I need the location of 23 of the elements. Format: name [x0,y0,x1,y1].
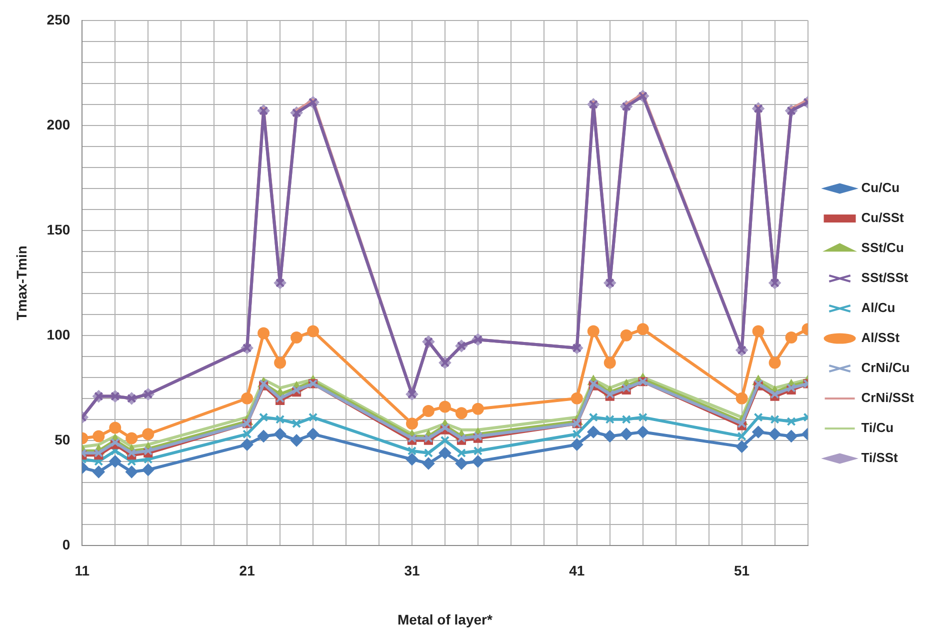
x-tick-label: 41 [569,562,585,579]
legend-label: Ti/Cu [861,420,894,436]
legend-label: Al/SSt [861,330,900,346]
y-tick-label: 150 [46,221,70,238]
legend-label: SSt/SSt [861,270,909,286]
x-tick-label: 21 [239,562,256,579]
x-tick-label: 11 [74,562,90,579]
legend-label: Ti/SSt [861,450,899,466]
legend-label: CrNi/Cu [861,360,910,376]
x-tick-label: 51 [734,562,750,579]
legend-label: Al/Cu [861,300,896,316]
y-axis-title: Tmax-Tmin [13,246,30,320]
legend-label: Cu/SSt [861,210,905,226]
x-tick-label: 31 [404,562,420,579]
legend-label: SSt/Cu [861,240,904,256]
y-tick-label: 200 [46,116,70,132]
y-tick-label: 0 [62,536,70,552]
x-axis-title: Metal of layer* [397,611,493,628]
y-tick-label: 100 [46,326,70,342]
y-tick-label: 250 [46,11,70,28]
y-tick-label: 50 [54,431,70,448]
legend-label: CrNi/SSt [861,390,915,406]
legend-label: Cu/Cu [861,180,900,196]
